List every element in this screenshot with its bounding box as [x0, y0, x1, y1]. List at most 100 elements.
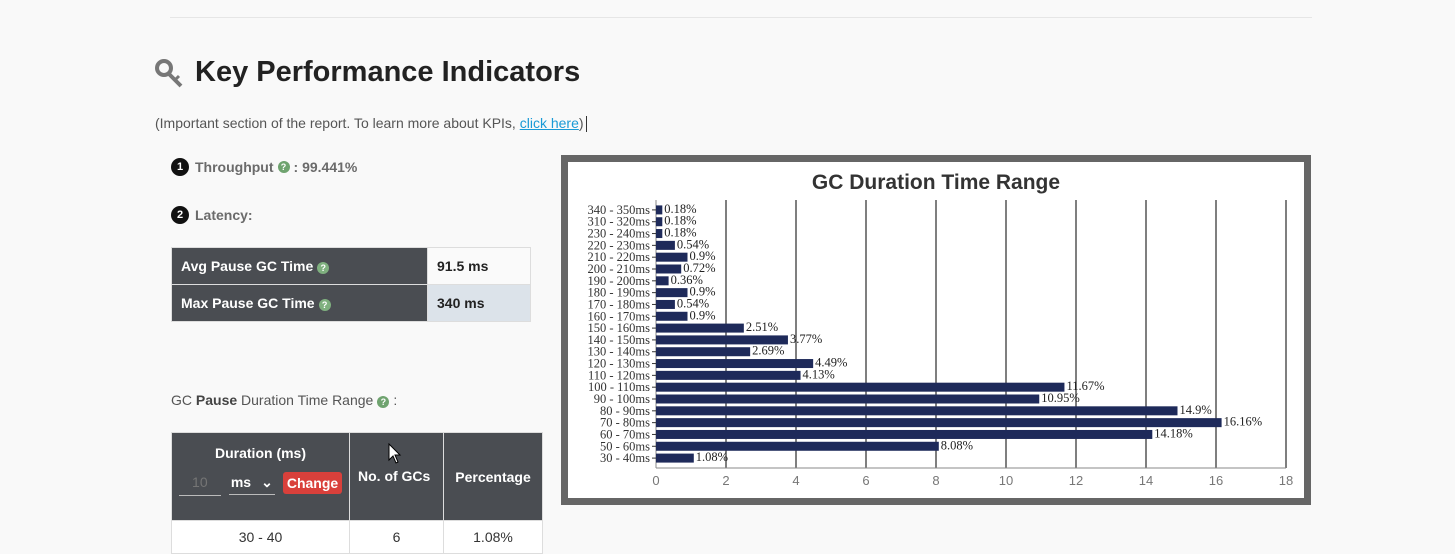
bar [656, 264, 682, 274]
duration-header: Duration (ms) ms⌄ Change [171, 432, 350, 521]
data-label: 16.16% [1224, 415, 1263, 429]
percentage-cell: 1.08% [443, 520, 543, 554]
click-here-link[interactable]: click here [519, 115, 579, 131]
count-cell: 6 [349, 520, 444, 554]
data-label: 14.9% [1180, 403, 1212, 417]
x-tick-label: 10 [999, 473, 1013, 488]
bar [656, 252, 688, 262]
category-label: 90 - 100ms [594, 392, 650, 406]
category-label: 70 - 80ms [600, 416, 650, 430]
category-label: 120 - 130ms [588, 357, 651, 371]
bar [656, 323, 744, 333]
change-button[interactable]: Change [282, 471, 343, 494]
bar [656, 370, 801, 380]
key-icon [155, 58, 183, 87]
data-label: 8.08% [941, 438, 973, 452]
table-row: 30 - 40 6 1.08% [171, 520, 543, 554]
step-1-badge: 1 [171, 158, 189, 176]
duration-table: Duration (ms) ms⌄ Change No. of GCs Perc… [171, 432, 543, 554]
data-label: 0.18% [664, 214, 696, 228]
bar [656, 229, 663, 239]
step-2-badge: 2 [171, 206, 189, 224]
bar [656, 441, 939, 451]
intro-text: (Important section of the report. To lea… [155, 115, 520, 131]
data-label: 0.9% [690, 249, 716, 263]
page-title: Key Performance Indicators [195, 56, 581, 88]
chart-area: GC Duration Time Range 0 2 4 6 8 10 12 14 16 18 340… [568, 162, 1304, 498]
mouse-cursor-icon [388, 443, 402, 464]
help-icon[interactable]: ? [318, 299, 331, 311]
bar [656, 288, 688, 298]
duration-input[interactable] [178, 469, 221, 496]
category-label: 160 - 170ms [588, 309, 651, 323]
data-label: 2.51% [746, 320, 778, 334]
data-label: 0.54% [677, 296, 709, 310]
category-label: 130 - 140ms [588, 345, 651, 359]
data-label: 14.18% [1154, 426, 1193, 440]
category-label: 60 - 70ms [600, 427, 650, 441]
kpi-header: Key Performance Indicators [155, 56, 580, 89]
x-tick-label: 14 [1139, 473, 1153, 488]
data-label: 1.08% [696, 450, 728, 464]
help-icon[interactable]: ? [377, 396, 390, 408]
latency-label: Latency: [195, 207, 253, 223]
x-tick-label: 16 [1209, 473, 1223, 488]
help-icon[interactable]: ? [277, 161, 290, 173]
data-label: 4.13% [803, 367, 835, 381]
data-label: 3.77% [790, 332, 822, 346]
x-tick-label: 6 [862, 473, 869, 488]
x-tick-label: 8 [932, 473, 939, 488]
bar [656, 335, 788, 345]
bar [656, 418, 1222, 428]
category-label: 340 - 350ms [588, 203, 651, 217]
gc-duration-chart: GC Duration Time Range 0 2 4 6 8 10 12 14 16 18 340… [588, 171, 1294, 488]
category-label: 180 - 190ms [588, 286, 651, 300]
category-label: 220 - 230ms [588, 238, 651, 252]
category-label: 100 - 110ms [588, 380, 650, 394]
duration-cell: 30 - 40 [171, 520, 350, 554]
category-label: 150 - 160ms [588, 321, 651, 335]
category-label: 30 - 40ms [600, 451, 650, 465]
category-label: 50 - 60ms [600, 439, 650, 453]
data-label: 0.9% [690, 285, 716, 299]
top-divider [170, 17, 1312, 18]
table-row: Max Pause GC Time? 340 ms [171, 284, 531, 322]
unit-select[interactable]: ms ⌄ [228, 471, 275, 495]
data-label: 0.72% [683, 261, 715, 275]
data-label: 2.69% [752, 344, 784, 358]
kpi-intro: (Important section of the report. To lea… [155, 115, 584, 131]
max-pause-label: Max Pause GC Time? [171, 284, 428, 322]
bar [656, 359, 814, 369]
data-label: 10.95% [1041, 391, 1080, 405]
throughput-line: 1 Throughput ? : 99.441% [171, 158, 357, 176]
data-label: 4.49% [815, 356, 847, 370]
data-label: 11.67% [1066, 379, 1104, 393]
help-icon[interactable]: ? [317, 262, 330, 274]
data-label: 0.9% [690, 308, 716, 322]
max-pause-value: 340 ms [427, 284, 531, 322]
count-header: No. of GCs [349, 432, 444, 521]
percentage-header: Percentage [443, 432, 543, 521]
data-label: 0.18% [664, 226, 696, 240]
x-tick-label: 0 [652, 473, 659, 488]
chart-title: GC Duration Time Range [812, 171, 1060, 194]
latency-line: 2 Latency: [171, 206, 253, 224]
table-row: Avg Pause GC Time? 91.5 ms [171, 247, 531, 285]
throughput-value: : 99.441% [293, 159, 358, 175]
data-label: 0.36% [671, 273, 703, 287]
chevron-down-icon: ⌄ [261, 473, 273, 490]
x-tick-label: 18 [1279, 473, 1293, 488]
bar [656, 406, 1178, 416]
category-label: 110 - 120ms [588, 368, 650, 382]
bar [656, 205, 663, 215]
category-label: 210 - 220ms [588, 250, 651, 264]
category-label: 80 - 90ms [600, 404, 650, 418]
bar [656, 240, 675, 250]
intro-close: ) [578, 115, 584, 131]
data-label: 0.54% [677, 237, 709, 251]
category-label: 190 - 200ms [588, 274, 651, 288]
data-label: 0.18% [664, 202, 696, 216]
throughput-label: Throughput [195, 159, 274, 175]
bar [656, 382, 1065, 392]
category-label: 310 - 320ms [588, 215, 651, 229]
